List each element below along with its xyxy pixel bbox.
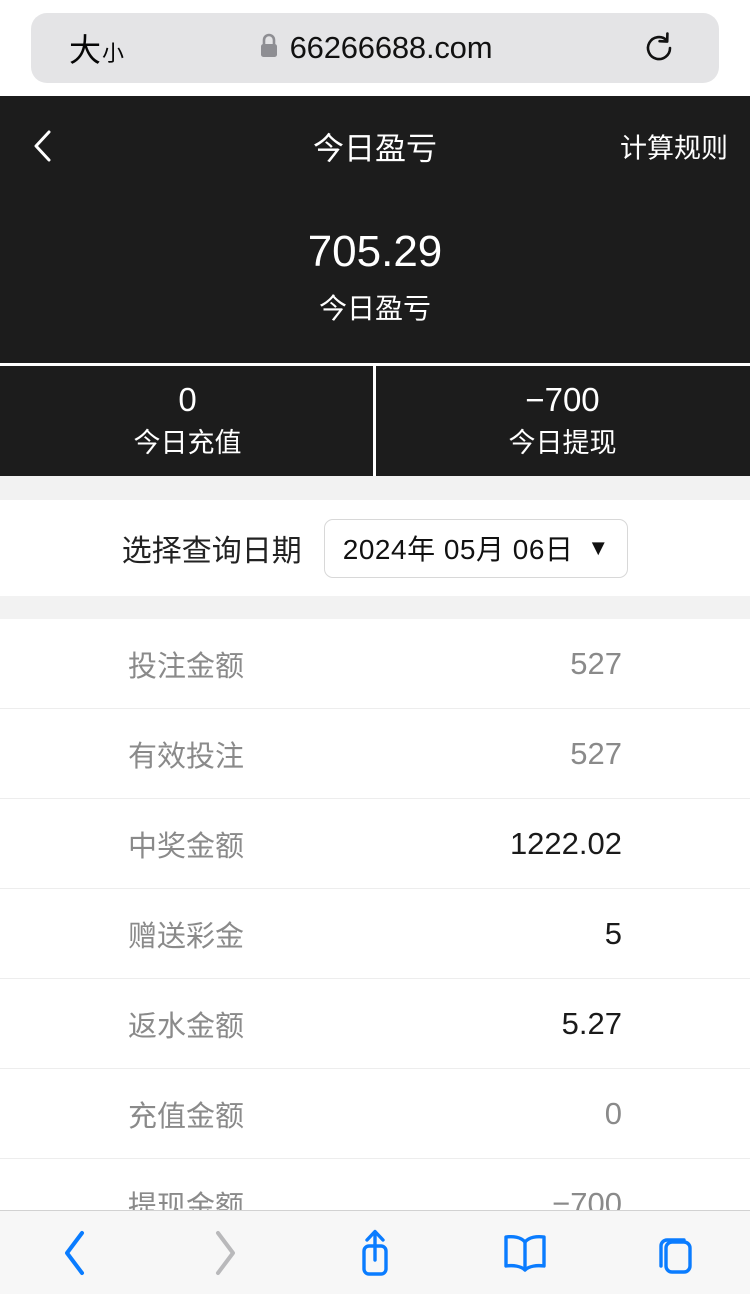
row-value: 5 bbox=[604, 915, 622, 951]
chevron-right-icon bbox=[216, 1230, 235, 1275]
row-value: 5.27 bbox=[561, 1005, 622, 1041]
browser-forward-button[interactable] bbox=[190, 1223, 260, 1283]
stat-deposit: 0 今日充值 bbox=[0, 366, 375, 476]
row-label: 赠送彩金 bbox=[128, 920, 245, 953]
hero-section: 今日盈亏 计算规则 705.29 今日盈亏 0 今日充值 −700 今日提现 bbox=[0, 96, 750, 476]
table-row[interactable]: 赠送彩金 5 bbox=[0, 889, 750, 979]
stat-withdraw-label: 今日提现 bbox=[508, 428, 617, 458]
browser-bookmarks-button[interactable] bbox=[490, 1223, 560, 1283]
row-value: 0 bbox=[604, 1095, 622, 1131]
browser-tabs-button[interactable] bbox=[640, 1223, 710, 1283]
stats-row: 0 今日充值 −700 今日提现 bbox=[0, 366, 750, 476]
page-back-button[interactable] bbox=[20, 124, 64, 168]
page-title: 今日盈亏 bbox=[313, 131, 437, 167]
text-size-label-small: 小 bbox=[102, 41, 126, 66]
date-filter-row: 选择查询日期 2024年 05月 06日 ▼ bbox=[0, 500, 750, 596]
row-label: 充值金额 bbox=[128, 1100, 245, 1133]
page-navbar: 今日盈亏 计算规则 bbox=[0, 96, 750, 196]
section-gap-top bbox=[0, 476, 750, 500]
share-icon bbox=[362, 1229, 388, 1276]
row-label: 返水金额 bbox=[128, 1010, 245, 1043]
browser-back-button[interactable] bbox=[40, 1223, 110, 1283]
row-value: 527 bbox=[570, 735, 622, 771]
today-profit-value: 705.29 bbox=[307, 227, 443, 276]
stat-withdraw-value: −700 bbox=[525, 381, 600, 418]
url-display[interactable]: 66266688.com bbox=[31, 30, 719, 66]
date-select[interactable]: 2024年 05月 06日 ▼ bbox=[323, 518, 629, 578]
stat-deposit-value: 0 bbox=[178, 381, 197, 418]
chevron-left-icon bbox=[65, 1230, 84, 1275]
tabs-icon bbox=[659, 1237, 692, 1274]
row-label: 有效投注 bbox=[128, 740, 245, 773]
stat-deposit-label: 今日充值 bbox=[133, 428, 242, 458]
reload-icon[interactable] bbox=[641, 30, 677, 66]
stat-withdraw: −700 今日提现 bbox=[375, 366, 750, 476]
table-row[interactable]: 充值金额 0 bbox=[0, 1069, 750, 1159]
hero-summary: 705.29 今日盈亏 bbox=[0, 224, 750, 332]
row-label: 中奖金额 bbox=[128, 830, 245, 863]
url-text: 66266688.com bbox=[289, 30, 493, 65]
row-value: 527 bbox=[570, 645, 622, 681]
browser-share-button[interactable] bbox=[340, 1223, 410, 1283]
address-bar[interactable]: 大小 66266688.com bbox=[31, 13, 719, 83]
table-row[interactable]: 投注金额 527 bbox=[0, 619, 750, 709]
chevron-left-icon bbox=[34, 130, 51, 162]
date-filter-label: 选择查询日期 bbox=[121, 535, 302, 568]
calculation-rules-link[interactable]: 计算规则 bbox=[620, 133, 728, 164]
browser-top-bar: 大小 66266688.com bbox=[0, 0, 750, 96]
date-select-value: 2024年 05月 06日 bbox=[342, 534, 574, 565]
lock-icon bbox=[258, 32, 280, 65]
text-size-button[interactable]: 大小 bbox=[69, 25, 125, 71]
text-size-label-large: 大 bbox=[69, 32, 103, 68]
row-label: 投注金额 bbox=[128, 650, 245, 683]
section-gap-middle bbox=[0, 596, 750, 619]
chevron-down-icon: ▼ bbox=[587, 535, 610, 560]
book-icon bbox=[504, 1234, 546, 1272]
table-row[interactable]: 有效投注 527 bbox=[0, 709, 750, 799]
table-row[interactable]: 中奖金额 1222.02 bbox=[0, 799, 750, 889]
table-row[interactable]: 返水金额 5.27 bbox=[0, 979, 750, 1069]
row-value: 1222.02 bbox=[509, 825, 622, 861]
browser-bottom-toolbar bbox=[0, 1210, 750, 1294]
details-list: 投注金额 527 有效投注 527 中奖金额 1222.02 赠送彩金 5 返水… bbox=[0, 619, 750, 1249]
stats-top-divider bbox=[0, 363, 750, 366]
today-profit-label: 今日盈亏 bbox=[318, 293, 431, 324]
stats-vertical-divider bbox=[373, 366, 376, 476]
